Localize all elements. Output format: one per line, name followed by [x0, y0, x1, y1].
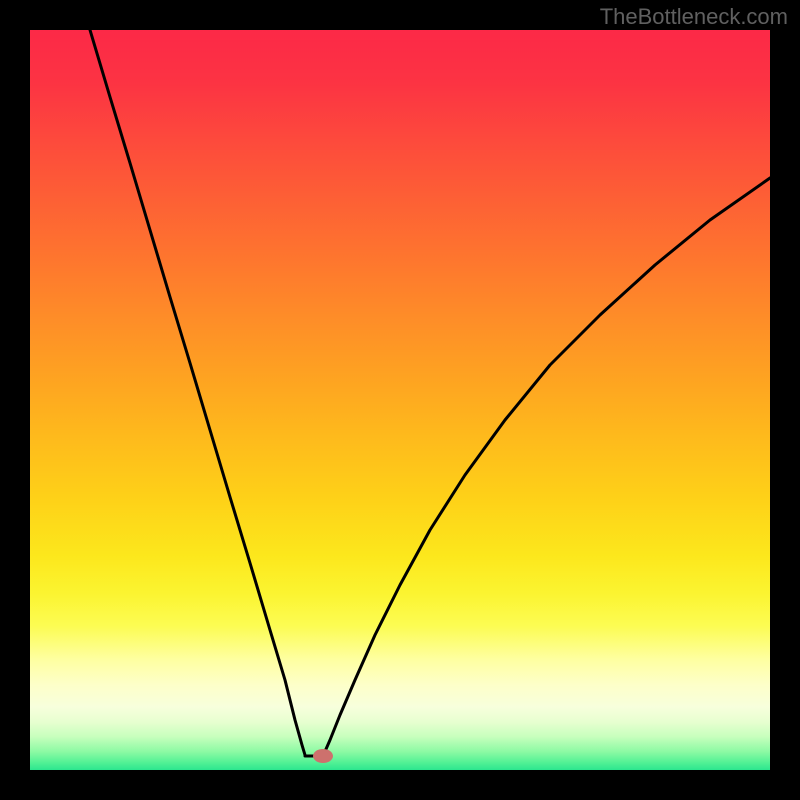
bottleneck-curve — [30, 30, 770, 770]
gradient-background — [30, 30, 770, 770]
chart-container: TheBottleneck.com — [0, 0, 800, 800]
watermark-text: TheBottleneck.com — [600, 4, 788, 30]
plot-area — [30, 30, 770, 770]
minimum-marker — [313, 749, 333, 763]
